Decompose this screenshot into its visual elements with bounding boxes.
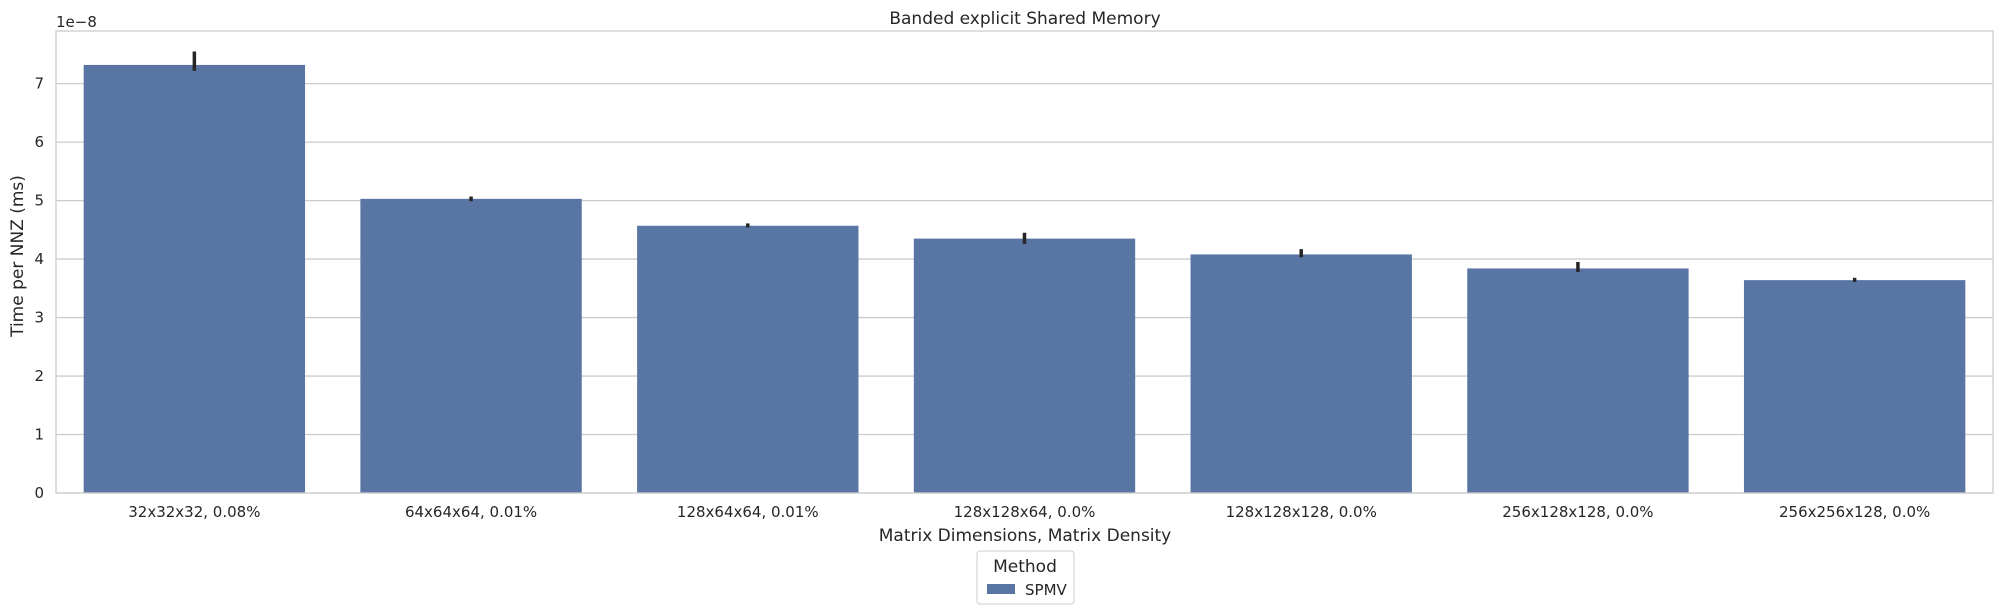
- axes-frame: [55, 30, 1994, 494]
- y-tick-label: 0: [34, 484, 44, 502]
- y-tick-label: 3: [34, 309, 44, 327]
- legend-swatch-spmv: [987, 584, 1015, 594]
- y-tick-label: 4: [34, 250, 44, 268]
- x-tick-label: 128x128x64, 0.0%: [954, 503, 1096, 521]
- bar: [913, 238, 1136, 493]
- bar: [360, 198, 582, 493]
- x-tick-label: 64x64x64, 0.01%: [405, 503, 537, 521]
- y-tick-label: 6: [34, 133, 44, 151]
- legend-label-spmv: SPMV: [1025, 581, 1068, 599]
- x-tick-label: 128x128x128, 0.0%: [1226, 503, 1377, 521]
- bar: [637, 225, 859, 494]
- y-tick-label: 7: [34, 75, 44, 93]
- chart-title: Banded explicit Shared Memory: [889, 9, 1160, 29]
- bar: [1467, 268, 1689, 493]
- y-scale-label: 1e−8: [56, 13, 97, 31]
- bar: [1190, 254, 1412, 493]
- y-tick-label: 2: [34, 367, 44, 385]
- legend-title: Method: [993, 557, 1057, 577]
- y-tick-label: 1: [34, 426, 44, 444]
- y-axis-title: Time per NNZ (ms): [8, 175, 28, 338]
- x-tick-label: 256x128x128, 0.0%: [1502, 503, 1653, 521]
- x-tick-label: 128x64x64, 0.01%: [677, 503, 819, 521]
- error-bars: [192, 51, 1857, 282]
- x-axis-title: Matrix Dimensions, Matrix Density: [879, 526, 1172, 546]
- bars: [83, 64, 1966, 494]
- x-tick-label: 32x32x32, 0.08%: [128, 503, 260, 521]
- legend: Method SPMV: [976, 550, 1075, 605]
- bar: [1743, 280, 1966, 493]
- y-tick-label: 5: [34, 192, 44, 210]
- x-tick-label: 256x256x128, 0.0%: [1779, 503, 1930, 521]
- x-tick-labels: 32x32x32, 0.08% 64x64x64, 0.01% 128x64x64,…: [128, 503, 1930, 521]
- y-tick-labels: 0 1 2 3 4 5 6 7: [34, 75, 44, 502]
- bar: [83, 64, 306, 493]
